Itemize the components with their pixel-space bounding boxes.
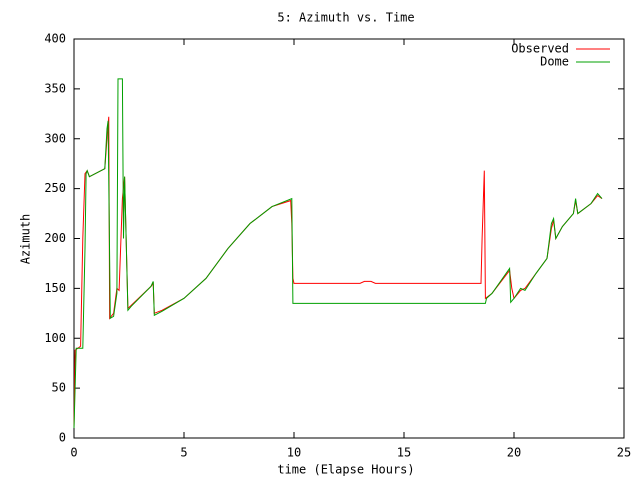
y-tick-label: 250 — [44, 181, 66, 195]
series-line — [73, 78, 603, 429]
y-tick-label: 0 — [59, 431, 66, 445]
y-tick-label: 150 — [44, 281, 66, 295]
x-tick-label: 0 — [70, 446, 77, 460]
x-tick-label: 10 — [287, 446, 301, 460]
x-tick-label: 25 — [617, 446, 631, 460]
x-tick-label: 5 — [180, 446, 187, 460]
y-tick-label: 100 — [44, 331, 66, 345]
legend-label: Dome — [540, 55, 569, 69]
y-tick-label: 200 — [44, 231, 66, 245]
y-tick-label: 350 — [44, 81, 66, 95]
legend-label: Observed — [511, 42, 569, 56]
chart-title: 5: Azimuth vs. Time — [277, 11, 414, 25]
y-tick-label: 300 — [44, 131, 66, 145]
y-tick-label: 400 — [44, 32, 66, 46]
x-tick-label: 20 — [507, 446, 521, 460]
x-axis-label: time (Elapse Hours) — [277, 463, 414, 477]
x-tick-label: 15 — [397, 446, 411, 460]
y-tick-label: 50 — [52, 381, 66, 395]
y-axis-label: Azimuth — [19, 214, 33, 265]
plot-border — [73, 38, 625, 439]
